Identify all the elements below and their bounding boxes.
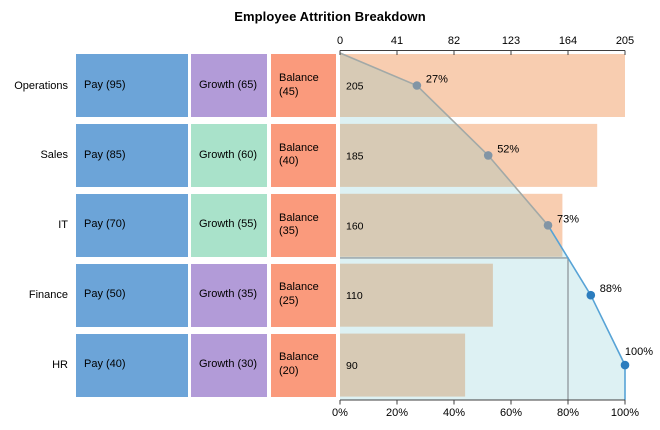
row-label-finance: Finance	[28, 289, 68, 302]
cell-balance-it: Balance (35)	[271, 193, 336, 257]
cumulative-dot-it	[543, 221, 553, 230]
chart-title: Employee Attrition Breakdown	[234, 9, 426, 24]
cell-balance-sales: Balance (40)	[271, 123, 336, 187]
cumulative-area	[340, 53, 625, 400]
top-axis-tick-label: 164	[559, 35, 577, 47]
bar-value-label: 160	[346, 220, 364, 232]
row-label-operations: Operations	[14, 79, 68, 92]
cumulative-label: 88%	[600, 283, 622, 295]
cell-pay-sales: Pay (85)	[76, 123, 188, 187]
bar-value-label: 110	[346, 290, 363, 302]
cumulative-dot-hr	[620, 360, 630, 370]
bottom-axis-tick-label: 20%	[386, 407, 408, 419]
cumulative-label: 73%	[557, 213, 579, 225]
top-axis-tick-label: 0	[337, 35, 343, 47]
cell-balance-hr: Balance (20)	[271, 333, 336, 397]
cumulative-label: 27%	[426, 74, 448, 86]
cumulative-dot-operations	[412, 81, 422, 90]
cell-pay-it: Pay (70)	[76, 193, 188, 257]
cell-balance-finance: Balance (25)	[271, 263, 336, 327]
total-bar-it	[340, 193, 563, 257]
cell-growth-finance: Growth (35)	[191, 263, 267, 327]
cell-growth-operations: Growth (65)	[191, 54, 267, 117]
bar-value-label: 90	[346, 360, 358, 372]
bar-value-label: 205	[346, 81, 364, 93]
cumulative-dot-finance	[586, 290, 596, 300]
cell-growth-sales: Growth (60)	[191, 123, 267, 187]
cell-pay-operations: Pay (95)	[76, 54, 188, 117]
row-label-it: IT	[58, 219, 68, 232]
cell-pay-finance: Pay (50)	[76, 263, 188, 327]
bottom-axis-tick-label: 60%	[500, 407, 522, 419]
total-bar-hr	[340, 333, 466, 397]
cell-growth-hr: Growth (30)	[191, 333, 267, 397]
total-bar-sales	[340, 123, 598, 187]
top-axis-tick-label: 41	[391, 35, 403, 47]
bottom-axis-tick-label: 100%	[611, 407, 639, 419]
bottom-axis-tick-label: 80%	[557, 407, 579, 419]
row-label-hr: HR	[52, 359, 68, 372]
cell-balance-operations: Balance (45)	[271, 54, 336, 117]
cumulative-label: 52%	[497, 143, 519, 155]
bar-value-label: 185	[346, 150, 364, 162]
bottom-axis-tick-label: 40%	[443, 407, 465, 419]
cell-pay-hr: Pay (40)	[76, 333, 188, 397]
top-axis-tick-label: 82	[448, 35, 460, 47]
row-label-sales: Sales	[40, 149, 68, 162]
cumulative-line-blue	[547, 224, 626, 400]
top-axis-tick-label: 123	[502, 35, 520, 47]
total-bar-operations	[340, 54, 625, 117]
cumulative-label: 100%	[625, 346, 653, 358]
cell-growth-it: Growth (55)	[191, 193, 267, 257]
top-axis-tick-label: 205	[616, 35, 634, 47]
cumulative-line-gray	[339, 52, 549, 226]
cumulative-dot-sales	[483, 151, 493, 160]
total-bar-finance	[340, 263, 493, 327]
bottom-axis-tick-label: 0%	[332, 407, 348, 419]
